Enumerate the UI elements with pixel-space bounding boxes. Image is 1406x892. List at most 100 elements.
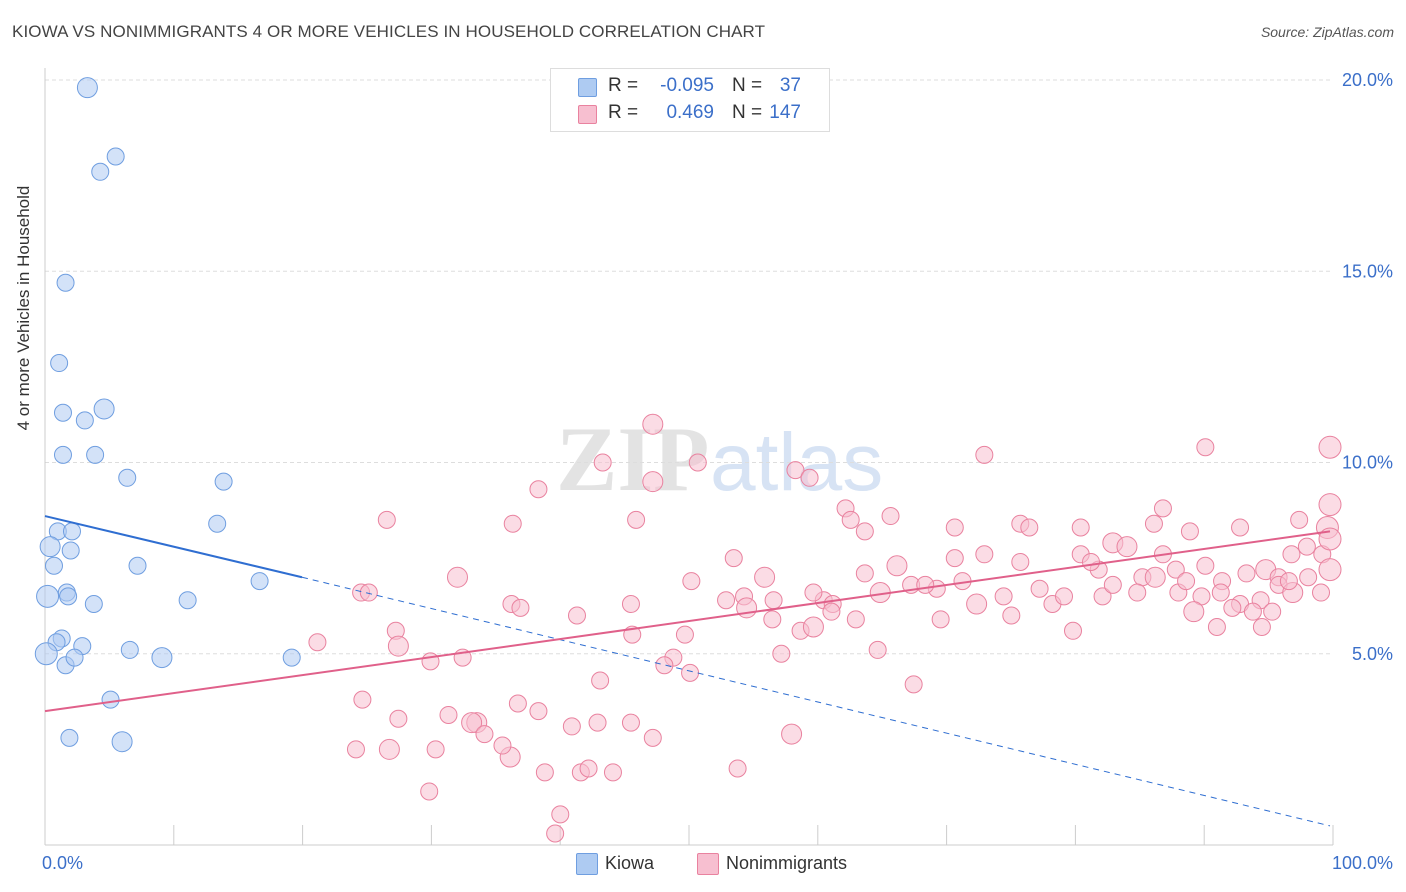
kiowa-point: [61, 541, 80, 560]
kiowa-point: [36, 584, 60, 608]
nonimmigrants-point: [627, 510, 646, 529]
nonimmigrants-point: [1318, 435, 1342, 459]
kiowa-point: [214, 472, 233, 491]
nonimmigrants-point: [682, 572, 701, 591]
y-tick-label: 10.0%: [1342, 453, 1393, 473]
watermark-zip: ZIP: [556, 408, 709, 510]
kiowa-point: [128, 556, 147, 575]
nonimmigrants-point: [1318, 493, 1342, 517]
nonimmigrants-point: [439, 705, 458, 724]
nonimmigrants-point: [493, 736, 512, 755]
nonimmigrants-trend-line: [44, 530, 1331, 713]
nonimmigrants-point: [1103, 575, 1122, 594]
nonimmigrants-point: [591, 671, 610, 690]
kiowa-point: [118, 468, 137, 487]
nonimmigrants-point: [728, 759, 747, 778]
nonimmigrants-point: [535, 763, 554, 782]
nonimmigrants-point: [1207, 617, 1226, 636]
kiowa-point: [282, 648, 301, 667]
x-tick-label-right: 100.0%: [1332, 853, 1393, 873]
nonimmigrants-point: [822, 602, 841, 621]
nonimmigrants-point: [593, 453, 612, 472]
nonimmigrants-point: [1071, 518, 1090, 537]
kiowa-point: [120, 640, 139, 659]
nonimmigrants-point: [1252, 617, 1271, 636]
nonimmigrants-point: [1128, 583, 1147, 602]
nonimmigrants-point: [868, 640, 887, 659]
series-nonimmigrants: [308, 413, 1342, 843]
nonimmigrants-point: [1223, 598, 1242, 617]
nonimmigrants-point: [841, 510, 860, 529]
kiowa-point: [101, 690, 120, 709]
source-label: Source: ZipAtlas.com: [1260, 24, 1394, 40]
nonimmigrants-point: [855, 522, 874, 541]
kiowa-point: [178, 591, 197, 610]
gridlines: [45, 79, 1333, 655]
nonimmigrants-point: [966, 593, 988, 615]
legend-swatch-nonimmigrants: [578, 105, 597, 124]
nonimmigrants-point: [1030, 579, 1049, 598]
nonimmigrants-point: [724, 549, 743, 568]
nonimmigrants-point: [688, 453, 707, 472]
kiowa-point: [56, 273, 75, 292]
nonimmigrants-point: [1282, 545, 1301, 564]
legend-n-value: 37: [779, 75, 801, 96]
nonimmigrants-point: [446, 566, 468, 588]
nonimmigrants-point: [754, 566, 776, 588]
nonimmigrants-point: [1318, 527, 1342, 551]
nonimmigrants-point: [420, 782, 439, 801]
nonimmigrants-point: [387, 635, 409, 657]
nonimmigrants-point: [945, 549, 964, 568]
legend-row-kiowa: R = -0.095 N = 37: [551, 74, 829, 100]
nonimmigrants-point: [655, 656, 674, 675]
bottom-legend-swatch-kiowa: [576, 853, 598, 875]
kiowa-point: [50, 354, 69, 373]
nonimmigrants-point: [1243, 602, 1262, 621]
nonimmigrants-point: [1055, 587, 1074, 606]
nonimmigrants-point: [353, 690, 372, 709]
nonimmigrants-point: [772, 644, 791, 663]
nonimmigrants-point: [931, 610, 950, 629]
nonimmigrants-point: [1116, 536, 1138, 558]
nonimmigrants-point: [1211, 583, 1230, 602]
kiowa-point: [65, 648, 84, 667]
kiowa-trend-line: [44, 515, 303, 579]
nonimmigrants-point: [1180, 522, 1199, 541]
kiowa-point: [59, 587, 78, 606]
nonimmigrants-point: [764, 591, 783, 610]
nonimmigrants-point: [621, 595, 640, 614]
kiowa-point: [34, 642, 58, 666]
nonimmigrants-point: [643, 728, 662, 747]
nonimmigrants-point: [1196, 556, 1215, 575]
watermark: ZIP atlas: [556, 408, 883, 510]
nonimmigrants-point: [916, 575, 935, 594]
nonimmigrants-point: [621, 713, 640, 732]
y-tick-label: 15.0%: [1342, 261, 1393, 281]
nonimmigrants-point: [461, 712, 483, 734]
kiowa-point: [53, 403, 72, 422]
nonimmigrants-point: [1153, 499, 1172, 518]
nonimmigrants-point: [881, 507, 900, 526]
nonimmigrants-point: [717, 591, 736, 610]
kiowa-point: [39, 536, 61, 558]
nonimmigrants-point: [503, 514, 522, 533]
nonimmigrants-point: [579, 759, 598, 778]
kiowa-point: [91, 162, 110, 181]
nonimmigrants-point: [508, 694, 527, 713]
nonimmigrants-point: [1318, 558, 1342, 582]
nonimmigrants-point: [846, 610, 865, 629]
kiowa-point: [53, 445, 72, 464]
nonimmigrants-point: [1299, 568, 1318, 587]
y-tick-label: 20.0%: [1342, 70, 1393, 90]
nonimmigrants-point: [1144, 514, 1163, 533]
nonimmigrants-point: [475, 725, 494, 744]
correlation-legend: R = -0.095 N = 37 R = 0.469 N = 147: [550, 68, 830, 132]
nonimmigrants-point: [1312, 583, 1331, 602]
legend-n-value: 147: [769, 102, 801, 123]
kiowa-point: [76, 77, 98, 99]
kiowa-point: [208, 514, 227, 533]
nonimmigrants-point: [1020, 518, 1039, 537]
nonimmigrants-point: [1231, 518, 1250, 537]
nonimmigrants-point: [359, 583, 378, 602]
nonimmigrants-point: [562, 717, 581, 736]
